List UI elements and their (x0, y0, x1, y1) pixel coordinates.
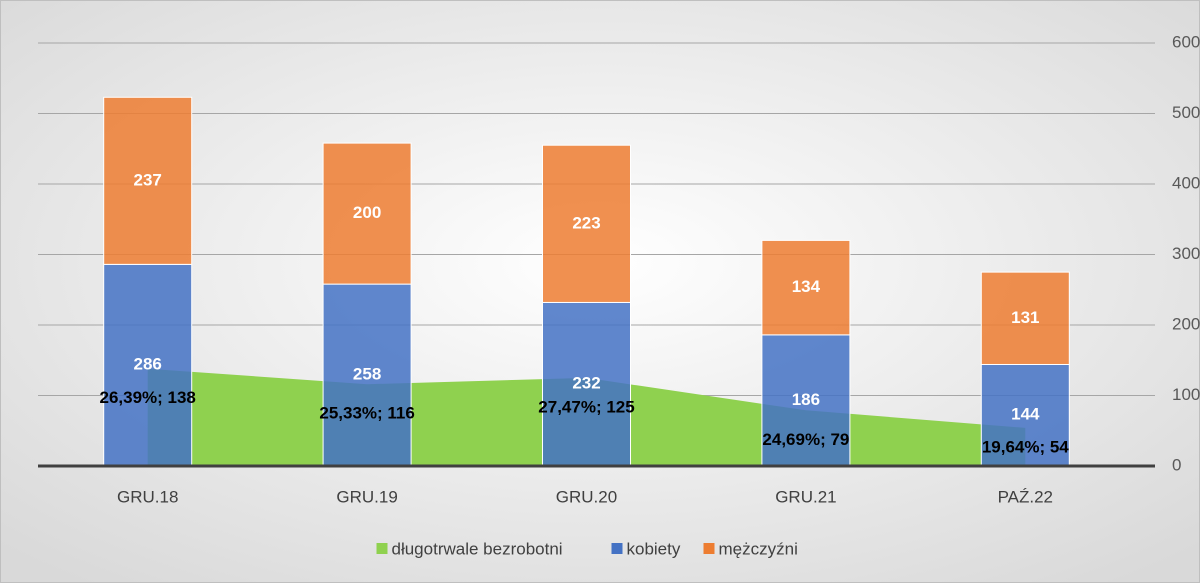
y-tick-label: 300 (1172, 244, 1200, 263)
bar-segment (542, 144, 631, 303)
y-tick-label: 100 (1172, 385, 1200, 404)
data-label: 237 (134, 170, 162, 189)
data-label: 24,69%; 79 (762, 430, 849, 449)
bar-segment (322, 142, 412, 285)
y-tick-label: 600 (1172, 32, 1200, 51)
x-tick-label: PAŹ.22 (998, 487, 1053, 506)
data-label: 27,47%; 125 (538, 397, 634, 416)
data-label: 131 (1011, 308, 1039, 327)
y-tick-label: 400 (1172, 173, 1200, 192)
y-tick-label: 200 (1172, 314, 1200, 333)
data-label: 144 (1011, 405, 1040, 424)
x-tick-label: GRU.19 (336, 487, 397, 506)
legend-swatch (703, 543, 715, 554)
data-label: 186 (792, 390, 820, 409)
y-tick-label: 0 (1172, 455, 1181, 474)
data-label: 223 (572, 213, 600, 232)
data-label: 19,64%; 54 (982, 437, 1069, 456)
data-label: 258 (353, 365, 381, 384)
bar-segment (761, 239, 851, 336)
legend-label: długotrwale bezrobotni (392, 539, 563, 558)
data-label: 232 (572, 374, 600, 393)
data-label: 25,33%; 116 (319, 404, 414, 423)
data-label: 200 (353, 203, 381, 222)
bar-segment (322, 283, 412, 467)
data-label: 134 (792, 277, 821, 296)
bar-segment (103, 263, 193, 467)
x-tick-label: GRU.20 (556, 487, 617, 506)
bar-segment (980, 271, 1070, 365)
legend-swatch (376, 543, 388, 554)
bar-segment (980, 363, 1070, 467)
x-tick-label: GRU.18 (117, 487, 178, 506)
legend-label: kobiety (627, 539, 681, 558)
bar-segment (103, 96, 193, 265)
legend-swatch (611, 543, 623, 554)
data-label: 26,39%; 138 (99, 388, 195, 407)
legend-label: mężczyźni (719, 539, 798, 558)
x-tick-label: GRU.21 (775, 487, 836, 506)
data-label: 286 (134, 355, 162, 374)
y-tick-label: 500 (1172, 103, 1200, 122)
